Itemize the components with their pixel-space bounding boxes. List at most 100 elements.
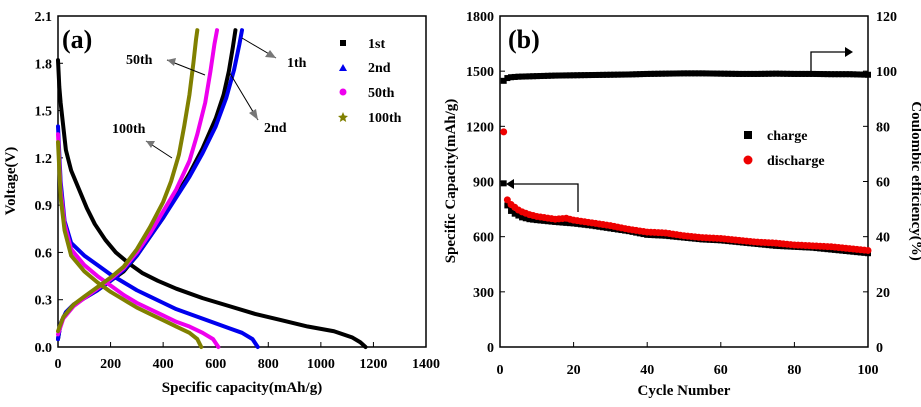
annotation-1th-arrowhead <box>265 50 276 58</box>
panel-b-legend: charge discharge <box>743 129 825 169</box>
series-coulombic-efficiency-point <box>519 73 526 80</box>
panel-b-x-tick-label: 100 <box>858 363 879 378</box>
series-coulombic-efficiency-point <box>607 71 614 78</box>
series-coulombic-efficiency-point <box>743 70 750 77</box>
series-coulombic-efficiency-point <box>754 70 761 77</box>
panel-a-series <box>56 28 368 349</box>
series-coulombic-efficiency-point <box>600 71 607 78</box>
series-coulombic-efficiency-point <box>684 70 691 77</box>
legend-marker-1st <box>340 40 346 46</box>
panel-a-y-tick-label: 0.9 <box>35 199 53 214</box>
series-coulombic-efficiency-point <box>780 70 787 77</box>
series-coulombic-efficiency-point <box>530 73 537 80</box>
series-coulombic-efficiency-point <box>865 71 871 78</box>
series-coulombic-efficiency-point <box>706 70 713 77</box>
legend-label-50th: 50th <box>368 86 395 101</box>
series-coulombic-efficiency-point <box>813 70 820 77</box>
panel-a-x-axis-label: Specific capacity(mAh/g) <box>162 380 322 396</box>
series-coulombic-efficiency-point <box>633 71 640 78</box>
series-coulombic-efficiency-point <box>647 70 654 77</box>
series-coulombic-efficiency-point <box>544 72 551 79</box>
series-coulombic-efficiency-point <box>644 70 651 77</box>
left-axis-arrow <box>508 183 579 212</box>
series-2nd-charge-curve <box>56 28 244 342</box>
annotation-50th: 50th <box>126 53 153 68</box>
series-discharge-point <box>500 128 508 136</box>
panel-b-y2-tick-label: 100 <box>876 65 897 80</box>
series-coulombic-efficiency-point <box>846 71 853 78</box>
panel-b-x-tick-label: 0 <box>497 363 504 378</box>
panel-a-legend: 1st 2nd 50th 100th <box>338 37 402 126</box>
panel-a-x-tick-label: 0 <box>55 357 62 372</box>
series-coulombic-efficiency-point <box>791 70 798 77</box>
panel-a-x-tick-label: 1000 <box>307 357 335 372</box>
panel-a-y-tick-label: 1.2 <box>35 152 53 167</box>
series-coulombic-efficiency-point <box>728 70 735 77</box>
series-charge-point <box>519 214 526 221</box>
series-coulombic-efficiency-point <box>552 72 559 79</box>
panel-b-y-tick-label: 600 <box>473 231 494 246</box>
series-coulombic-efficiency-point <box>732 70 739 77</box>
series-coulombic-efficiency-point <box>563 72 570 79</box>
series-charge-point <box>511 210 518 217</box>
series-coulombic-efficiency-point <box>541 72 548 79</box>
series-coulombic-efficiency-point <box>765 70 772 77</box>
legend-marker-2nd <box>339 64 347 71</box>
series-coulombic-efficiency-point <box>776 70 783 77</box>
panel-b-y-tick-label: 1500 <box>466 65 494 80</box>
annotation-100th-arrowhead <box>146 141 155 148</box>
series-coulombic-efficiency-point <box>589 72 595 79</box>
series-coulombic-efficiency-point <box>839 71 846 78</box>
series-coulombic-efficiency-point <box>699 70 706 77</box>
series-coulombic-efficiency-point <box>787 70 794 77</box>
series-charge-point <box>526 216 533 223</box>
series-charge-point <box>533 217 540 224</box>
series-coulombic-efficiency-point <box>651 70 658 77</box>
panel-b-y-tick-label: 900 <box>473 176 494 191</box>
series-coulombic-efficiency-point <box>625 71 632 78</box>
series-charge-point <box>530 216 537 223</box>
series-coulombic-efficiency-point <box>798 70 805 77</box>
panel-a-y-axis-label: Voltage(V) <box>3 147 19 216</box>
series-coulombic-efficiency-point <box>585 72 592 79</box>
panel-a-x-tick-label: 1200 <box>359 357 387 372</box>
panel-a-y-tick-label: 0.3 <box>35 294 53 309</box>
series-coulombic-efficiency-point <box>773 70 779 77</box>
series-coulombic-efficiency-point <box>750 70 757 77</box>
series-coulombic-efficiency-point <box>636 71 643 78</box>
panel-b-plot-area <box>499 15 869 348</box>
annotation-100th: 100th <box>112 122 146 137</box>
panel-a-y-tick-label: 1.5 <box>35 105 53 120</box>
series-coulombic-efficiency-point <box>688 70 695 77</box>
legend-label-1st: 1st <box>368 37 385 52</box>
series-coulombic-efficiency-point <box>761 70 768 77</box>
series-coulombic-efficiency-point <box>508 74 515 81</box>
series-coulombic-efficiency-point <box>559 72 566 79</box>
series-coulombic-efficiency-point <box>717 70 724 77</box>
series-coulombic-efficiency-point <box>618 71 625 78</box>
series-100th-charge-curve <box>56 28 200 334</box>
panel-b-y-axis-label: Specific Capacity(mAh/g) <box>443 99 459 264</box>
series-coulombic-efficiency-point <box>500 77 507 84</box>
legend-label-2nd: 2nd <box>368 61 391 76</box>
panel-b-arrows <box>506 47 853 212</box>
legend-label-charge: charge <box>767 129 807 144</box>
series-coulombic-efficiency-point <box>817 71 824 78</box>
series-coulombic-efficiency-point <box>570 72 577 79</box>
series-coulombic-efficiency-point <box>725 70 732 77</box>
panel-b-y-tick-label: 300 <box>473 286 494 301</box>
series-100th-discharge-curve <box>56 140 204 349</box>
series-coulombic-efficiency-point <box>853 71 860 78</box>
series-coulombic-efficiency-point <box>566 72 573 79</box>
annotation-1th: 1th <box>287 56 307 71</box>
panel-b-ticks: 0 20 40 60 80 100 0 300 600 900 1200 1500 1800 0 20 40 6… <box>466 10 897 378</box>
series-charge-point <box>508 207 515 214</box>
series-coulombic-efficiency-point <box>555 72 562 79</box>
legend-marker-100th <box>338 112 348 122</box>
series-coulombic-efficiency-point <box>850 71 857 78</box>
series-charge-point <box>515 212 522 219</box>
panel-a-label: (a) <box>62 25 92 54</box>
series-coulombic-efficiency-point <box>666 70 673 77</box>
series-charge-point <box>566 220 573 227</box>
